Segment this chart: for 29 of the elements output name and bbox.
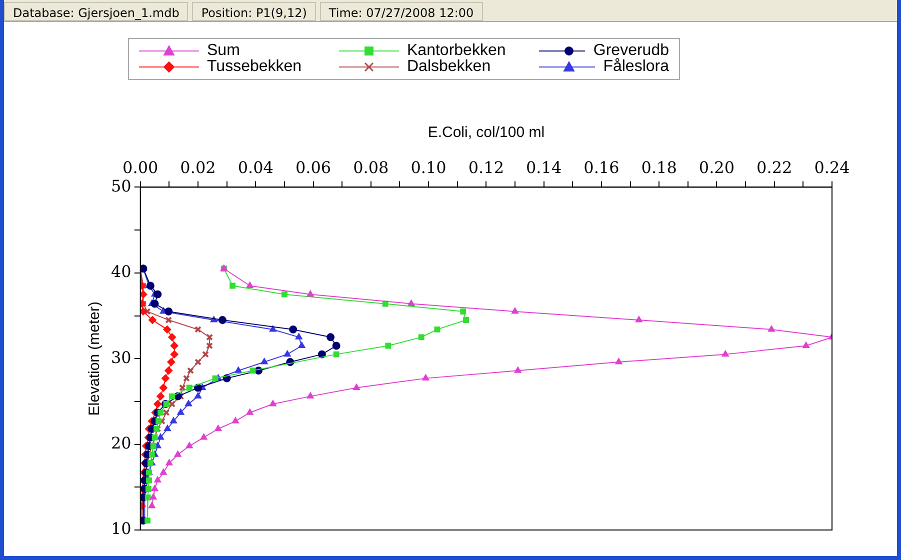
legend-label: Kantorbekken — [407, 42, 506, 59]
text: Database: Gjersjoen_1.mdb — [4, 2, 188, 21]
text: Position: P1(9,12) — [192, 2, 316, 21]
y-axis-title: Elevation (meter) — [86, 301, 104, 416]
legend-label: Dalsbekken — [407, 58, 491, 76]
legend-label: Sum — [207, 42, 240, 59]
y-tick-label: 10 — [111, 519, 132, 538]
text: Time: 07/27/2008 12:00 — [320, 2, 483, 21]
x-tick-label: 0.18 — [641, 158, 677, 177]
legend-label: Greverudb — [593, 42, 669, 59]
y-tick-label: 30 — [111, 348, 132, 367]
x-tick-label: 0.02 — [180, 158, 216, 177]
x-tick-label: 0.14 — [526, 158, 562, 177]
y-tick-label: 20 — [111, 433, 132, 452]
x-tick-label: 0.22 — [756, 158, 792, 177]
legend-label: Tussebekken — [207, 58, 302, 76]
x-axis-title: E.Coli, col/100 ml — [428, 124, 545, 142]
x-tick-label: 0.16 — [584, 158, 620, 177]
x-tick-label: 0.06 — [295, 158, 332, 177]
x-tick-label: 0.24 — [814, 158, 850, 177]
x-tick-label: 0.00 — [122, 158, 158, 177]
y-tick-label: 50 — [111, 176, 132, 196]
x-tick-label: 0.04 — [238, 158, 274, 177]
legend-label: Fåleslora — [603, 58, 669, 76]
x-tick-label: 0.10 — [410, 158, 446, 177]
y-tick-label: 40 — [111, 262, 132, 282]
x-tick-label: 0.20 — [698, 158, 735, 177]
x-tick-label: 0.08 — [353, 158, 389, 177]
x-tick-label: 0.12 — [468, 158, 504, 177]
